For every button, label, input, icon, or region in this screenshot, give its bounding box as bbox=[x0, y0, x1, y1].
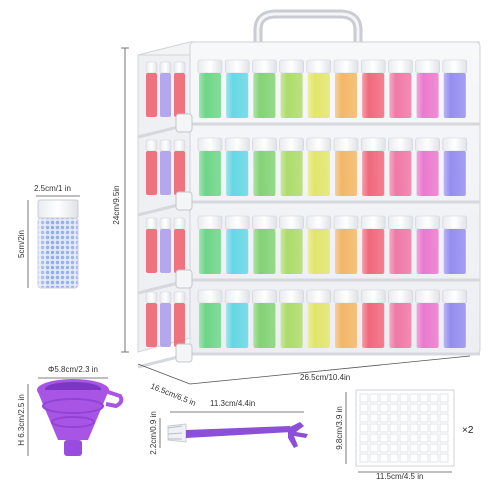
vial bbox=[360, 215, 386, 274]
side-vial bbox=[173, 217, 186, 273]
side-vial bbox=[159, 139, 172, 195]
vial bbox=[388, 289, 413, 348]
vial bbox=[279, 215, 304, 274]
side-vial bbox=[173, 291, 186, 347]
side-vial bbox=[173, 61, 186, 117]
vial bbox=[252, 289, 277, 348]
vial bbox=[442, 215, 468, 274]
vial bbox=[197, 137, 223, 196]
storage-box bbox=[137, 9, 481, 369]
funnel-diameter-label: Φ5.8cm/2.3 in bbox=[48, 365, 98, 374]
front-vials bbox=[197, 59, 468, 348]
vial bbox=[252, 137, 277, 196]
box-depth-label: 16.5cm/6.5 in bbox=[149, 382, 197, 408]
vial bbox=[333, 289, 359, 348]
cleaning-brush: 11.3cm/4.4in 2.2cm/0.9 in bbox=[149, 399, 308, 455]
side-vial bbox=[145, 61, 158, 117]
vial bbox=[360, 137, 386, 196]
vial bbox=[224, 289, 250, 348]
vial bbox=[279, 137, 304, 196]
box-dimension-lines bbox=[121, 47, 471, 385]
single-vial: 2.5cm/1 in 5cm/2in bbox=[17, 184, 80, 289]
vial bbox=[333, 59, 359, 118]
side-vial bbox=[145, 291, 158, 347]
vial bbox=[415, 137, 440, 196]
sticker-quantity-label: ×2 bbox=[462, 425, 474, 436]
latch bbox=[175, 191, 193, 211]
sticker-grid bbox=[359, 393, 449, 463]
side-vial bbox=[159, 217, 172, 273]
sticker-height-label: 9.8cm/3.9 in bbox=[335, 406, 344, 450]
vial bbox=[252, 215, 277, 274]
vial bbox=[279, 289, 304, 348]
vial bbox=[360, 289, 386, 348]
vial bbox=[306, 137, 332, 196]
vial bbox=[306, 59, 332, 118]
vial bbox=[388, 59, 413, 118]
vial bbox=[388, 137, 413, 196]
vial bbox=[333, 215, 359, 274]
vial bbox=[415, 59, 440, 118]
vial bbox=[197, 59, 223, 118]
vial bbox=[415, 289, 440, 348]
vial bbox=[197, 215, 223, 274]
side-vial bbox=[145, 217, 158, 273]
vial bbox=[442, 289, 468, 348]
vial bbox=[224, 215, 250, 274]
box-width-label: 26.5cm/10.4in bbox=[300, 373, 350, 382]
vial bbox=[306, 215, 332, 274]
vial-cap bbox=[37, 199, 79, 219]
side-vials bbox=[145, 61, 186, 347]
latch bbox=[175, 343, 193, 363]
box-height-label: 24cm/9.5in bbox=[112, 185, 121, 224]
collapsible-funnel: Φ5.8cm/2.3 in H 6.3cm/2.5 in bbox=[17, 365, 124, 456]
funnel-height-label: H 6.3cm/2.5 in bbox=[17, 394, 26, 446]
vial bbox=[197, 289, 223, 348]
brush-width-label: 2.2cm/0.9 in bbox=[149, 411, 158, 455]
brush-length-label: 11.3cm/4.4in bbox=[210, 399, 255, 408]
vial bbox=[333, 137, 359, 196]
latch bbox=[175, 113, 193, 133]
vial bbox=[252, 59, 277, 118]
vial bbox=[224, 137, 250, 196]
latch bbox=[175, 269, 193, 289]
side-vial bbox=[145, 139, 158, 195]
label-sticker-sheet: 9.8cm/3.9 in 11.5cm/4.5 in ×2 bbox=[335, 389, 474, 481]
side-vial bbox=[159, 291, 172, 347]
vial bbox=[306, 289, 332, 348]
vial bbox=[388, 215, 413, 274]
side-vial bbox=[159, 61, 172, 117]
vial bbox=[279, 59, 304, 118]
vial bbox=[415, 215, 440, 274]
tier-latches bbox=[175, 113, 193, 363]
vial bbox=[442, 59, 468, 118]
vial-width-label: 2.5cm/1 in bbox=[34, 184, 71, 193]
sticker-width-label: 11.5cm/4.5 in bbox=[376, 472, 423, 481]
side-vial bbox=[173, 139, 186, 195]
vial bbox=[224, 59, 250, 118]
vial-height-label: 5cm/2in bbox=[17, 230, 26, 258]
vial bbox=[360, 59, 386, 118]
vial bbox=[442, 137, 468, 196]
